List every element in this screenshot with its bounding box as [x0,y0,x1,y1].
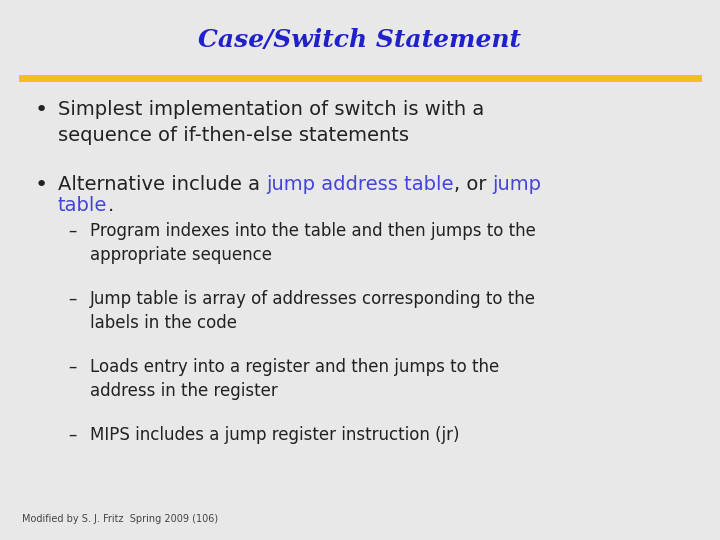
Text: Program indexes into the table and then jumps to the
appropriate sequence: Program indexes into the table and then … [90,222,536,264]
Text: , or: , or [454,175,492,194]
Text: table: table [58,196,107,215]
Text: Jump table is array of addresses corresponding to the
labels in the code: Jump table is array of addresses corresp… [90,290,536,332]
Text: Modified by S. J. Fritz  Spring 2009 (106): Modified by S. J. Fritz Spring 2009 (106… [22,514,218,524]
Text: jump: jump [492,175,541,194]
Text: –: – [68,358,76,376]
Text: –: – [68,222,76,240]
Text: •: • [35,175,48,195]
Text: Simplest implementation of switch is with a
sequence of if-then-else statements: Simplest implementation of switch is wit… [58,100,485,145]
Text: Alternative include a: Alternative include a [58,175,266,194]
Text: .: . [107,196,114,215]
Text: –: – [68,426,76,444]
Text: •: • [35,100,48,120]
Text: jump address table: jump address table [266,175,454,194]
Text: Case/Switch Statement: Case/Switch Statement [199,28,521,52]
Text: MIPS includes a jump register instruction (jr): MIPS includes a jump register instructio… [90,426,459,444]
Text: Loads entry into a register and then jumps to the
address in the register: Loads entry into a register and then jum… [90,358,499,400]
Text: –: – [68,290,76,308]
